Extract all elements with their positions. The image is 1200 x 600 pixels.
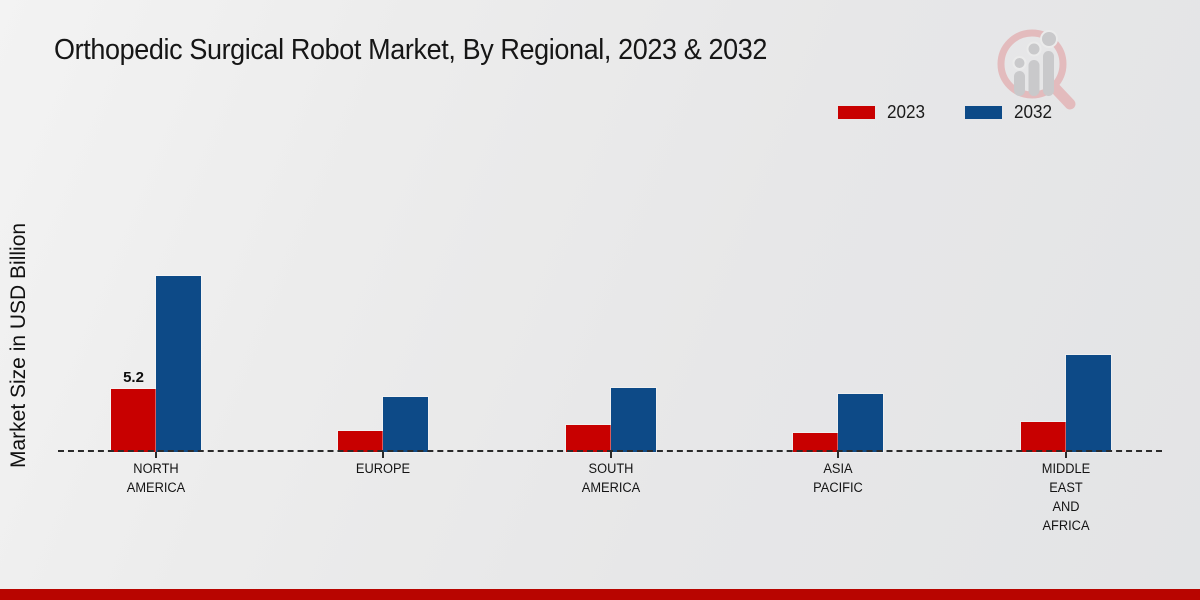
x-axis-tick xyxy=(1064,452,1067,458)
bar-2023-north-america xyxy=(110,389,156,452)
x-axis-label-asia-pacific: ASIA PACIFIC xyxy=(813,461,863,496)
market-research-magnifier-logo xyxy=(997,29,1076,110)
legend-swatch-2032 xyxy=(965,106,1003,119)
bar-2032-middle-east-and-africa xyxy=(1065,355,1111,452)
x-axis-baseline xyxy=(58,450,1162,452)
bar-2032-asia-pacific xyxy=(838,394,883,452)
bar-2032-south-america xyxy=(610,388,656,452)
bar-2023-south-america xyxy=(565,425,611,452)
x-axis-tick xyxy=(609,452,612,458)
legend: 2023 2032 xyxy=(838,102,1054,123)
legend-item-2023: 2023 xyxy=(838,102,927,123)
legend-item-2032: 2032 xyxy=(965,102,1054,123)
x-axis-tick xyxy=(154,452,157,458)
x-axis-tick xyxy=(382,452,384,458)
footer-accent-stripe xyxy=(0,589,1200,600)
x-axis-label-north-america: NORTH AMERICA xyxy=(126,461,185,496)
bar-2032-north-america xyxy=(155,276,201,452)
bar-value-label: 5.2 xyxy=(123,369,144,386)
x-axis-label-south-america: SOUTH AMERICA xyxy=(581,461,640,496)
x-axis-label-europe: EUROPE xyxy=(355,461,411,476)
bar-2023-asia-pacific xyxy=(793,433,838,452)
bar-2023-europe xyxy=(338,431,383,452)
bar-2023-middle-east-and-africa xyxy=(1020,422,1066,452)
legend-label-2023: 2023 xyxy=(887,102,926,122)
legend-label-2032: 2032 xyxy=(1014,102,1053,122)
page-title: Orthopedic Surgical Robot Market, By Reg… xyxy=(54,34,768,66)
x-axis-label-middle-east-and-africa: MIDDLE EAST AND AFRICA xyxy=(1041,461,1090,534)
x-axis-tick xyxy=(837,452,839,458)
bar-2032-europe xyxy=(383,397,428,452)
legend-swatch-2023 xyxy=(838,106,875,119)
